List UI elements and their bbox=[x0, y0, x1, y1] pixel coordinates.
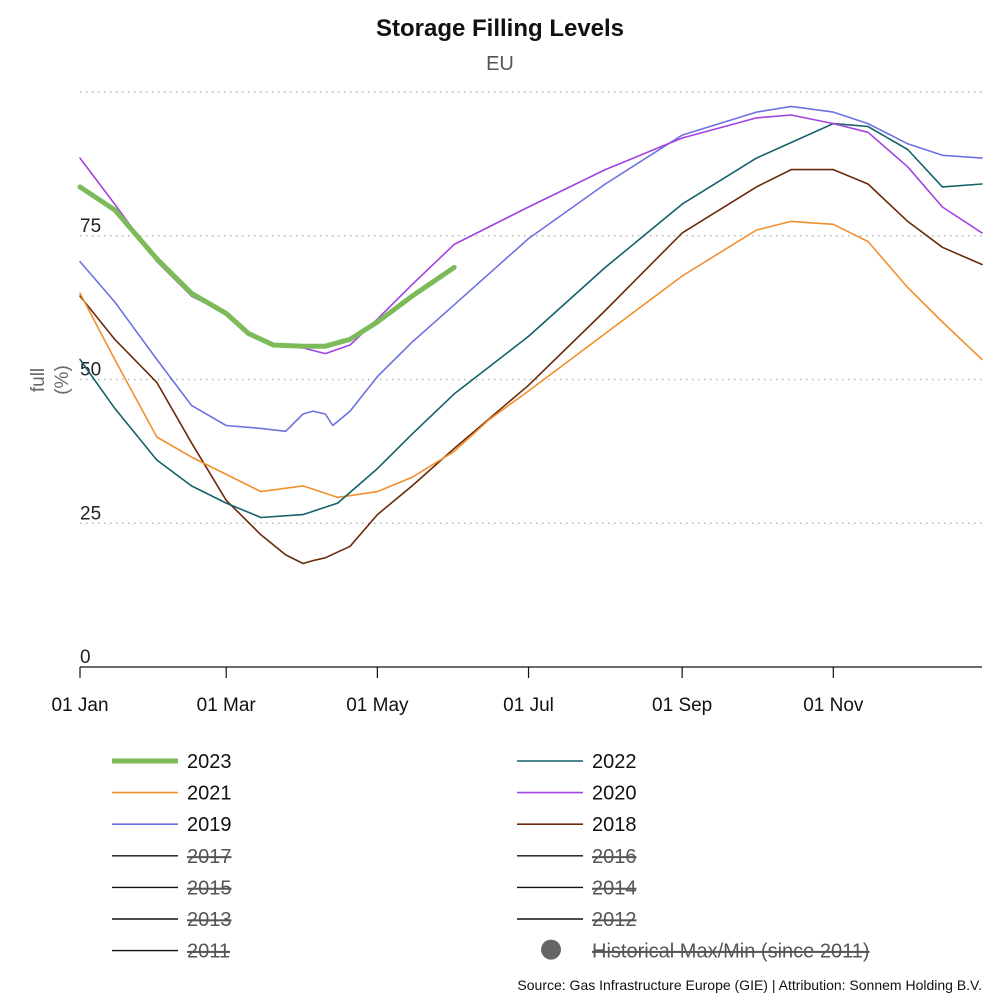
y-tick-label-25: 25 bbox=[80, 503, 101, 524]
legend-item-2020[interactable]: 2020 bbox=[517, 783, 637, 805]
series-lines bbox=[77, 105, 983, 565]
series-line-2018 bbox=[79, 168, 983, 565]
legend-label-historical-max-min-since-2011: Historical Max/Min (since 2011) bbox=[592, 941, 870, 963]
source-attribution: Source: Gas Infrastructure Europe (GIE) … bbox=[517, 977, 982, 993]
legend-item-2017[interactable]: 2017 bbox=[112, 846, 232, 868]
legend-item-2014[interactable]: 2014 bbox=[517, 877, 637, 899]
legend-item-2016[interactable]: 2016 bbox=[517, 846, 637, 868]
y-tick-label-75: 75 bbox=[80, 216, 101, 237]
x-tick-label-01-may: 01 May bbox=[346, 695, 409, 716]
legend-label-2023: 2023 bbox=[187, 751, 232, 773]
legend-label-2022: 2022 bbox=[592, 751, 637, 773]
legend-dot-marker bbox=[541, 939, 561, 960]
x-tick-label-01-jan: 01 Jan bbox=[51, 695, 108, 716]
chart-subtitle: EU bbox=[486, 53, 514, 75]
gridlines bbox=[80, 91, 982, 524]
series-line-2022 bbox=[79, 122, 983, 519]
legend-label-2018: 2018 bbox=[592, 814, 637, 836]
legend-item-2023[interactable]: 2023 bbox=[112, 751, 232, 773]
legend-item-2011[interactable]: 2011 bbox=[112, 941, 230, 963]
legend-label-2015: 2015 bbox=[187, 877, 232, 899]
series-line-2023 bbox=[77, 184, 457, 349]
x-tick-label-01-jul: 01 Jul bbox=[503, 695, 554, 716]
y-axis-label: full (%) bbox=[28, 365, 73, 395]
legend-label-2012: 2012 bbox=[592, 909, 637, 931]
legend-label-2011: 2011 bbox=[187, 941, 230, 963]
legend-item-historical-max-min-since-2011[interactable]: Historical Max/Min (since 2011) bbox=[541, 939, 870, 963]
series-line-2021 bbox=[79, 220, 983, 499]
legend-item-2019[interactable]: 2019 bbox=[112, 814, 232, 836]
y-tick-label-50: 50 bbox=[80, 360, 101, 381]
legend-label-2014: 2014 bbox=[592, 877, 637, 899]
legend-item-2015[interactable]: 2015 bbox=[112, 877, 232, 899]
legend-label-2017: 2017 bbox=[187, 846, 232, 868]
y-tick-label-0: 0 bbox=[80, 647, 91, 668]
legend-item-2013[interactable]: 2013 bbox=[112, 909, 232, 931]
series-line-2019 bbox=[79, 105, 983, 433]
x-tick-label-01-mar: 01 Mar bbox=[197, 695, 257, 716]
x-tick-label-01-nov: 01 Nov bbox=[803, 695, 864, 716]
legend-label-2021: 2021 bbox=[187, 783, 232, 805]
x-tick-label-01-sep: 01 Sep bbox=[652, 695, 712, 716]
series-line-2020 bbox=[79, 114, 983, 355]
y-axis-label-line1: full bbox=[28, 368, 49, 392]
legend-label-2020: 2020 bbox=[592, 783, 637, 805]
x-axis: 01 Jan 01 Mar 01 May 01 Jul 01 Sep 01 Nov bbox=[51, 666, 982, 716]
legend-item-2022[interactable]: 2022 bbox=[517, 751, 637, 773]
y-axis-ticks: 0 25 50 75 bbox=[80, 216, 101, 668]
legend[interactable]: 2023 2022 2021 2020 2019 2018 2017 2016 2015 2014… bbox=[112, 751, 870, 963]
chart-title: Storage Filling Levels bbox=[376, 15, 624, 42]
legend-item-2021[interactable]: 2021 bbox=[112, 783, 232, 805]
legend-label-2019: 2019 bbox=[187, 814, 232, 836]
legend-label-2013: 2013 bbox=[187, 909, 232, 931]
legend-item-2012[interactable]: 2012 bbox=[517, 909, 637, 931]
legend-label-2016: 2016 bbox=[592, 846, 637, 868]
y-axis-label-line2: (%) bbox=[52, 365, 73, 395]
legend-item-2018[interactable]: 2018 bbox=[517, 814, 637, 836]
